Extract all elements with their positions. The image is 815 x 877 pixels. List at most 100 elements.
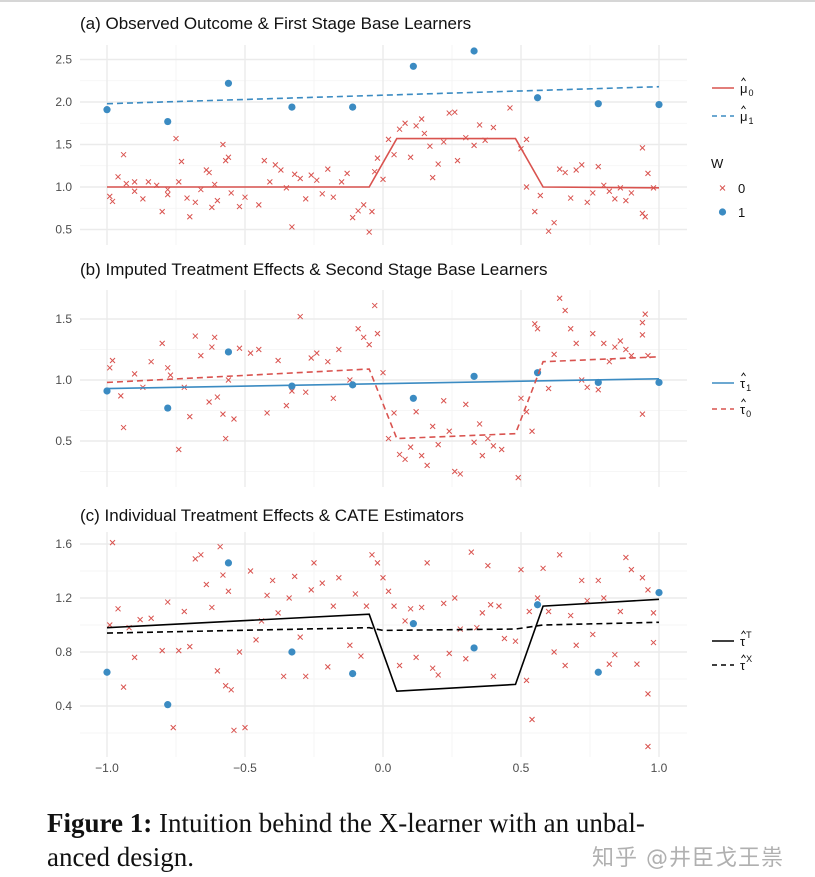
control-point-x-marker bbox=[220, 141, 226, 148]
x-marker-stroke bbox=[203, 581, 210, 588]
control-point-x-marker bbox=[490, 124, 497, 131]
control-point-x-marker bbox=[228, 686, 235, 693]
control-point-x-marker bbox=[595, 577, 602, 584]
control-point-x-marker bbox=[551, 219, 557, 226]
x-marker-stroke bbox=[173, 135, 179, 142]
control-point-x-marker bbox=[209, 344, 215, 350]
treated-point-dot bbox=[655, 378, 663, 387]
x-marker-stroke bbox=[148, 358, 155, 365]
x-marker-stroke bbox=[236, 345, 243, 352]
x-marker-stroke bbox=[562, 662, 569, 669]
control-point-x-marker bbox=[490, 443, 497, 449]
control-point-x-marker bbox=[211, 334, 218, 341]
control-point-x-marker bbox=[523, 136, 530, 143]
estimator-line-0 bbox=[106, 598, 660, 692]
x-marker-stroke bbox=[186, 413, 193, 420]
x-marker-stroke bbox=[617, 338, 624, 344]
control-point-x-marker bbox=[178, 158, 185, 165]
x-marker-stroke bbox=[628, 352, 635, 359]
x-marker-stroke bbox=[617, 608, 624, 615]
legend-dot-marker bbox=[718, 208, 727, 216]
treated-point-dot bbox=[224, 79, 233, 87]
x-marker-stroke bbox=[297, 313, 304, 320]
x-marker-stroke bbox=[319, 580, 326, 587]
x-marker-stroke bbox=[297, 175, 304, 182]
control-point-x-marker bbox=[308, 587, 315, 593]
legend-label: μ1 bbox=[740, 109, 754, 126]
control-point-x-marker bbox=[363, 603, 370, 609]
control-point-x-marker bbox=[485, 435, 491, 442]
legend-group-label: 0 bbox=[738, 181, 745, 196]
control-point-x-marker bbox=[131, 654, 138, 661]
x-marker-stroke bbox=[551, 351, 557, 358]
control-point-x-marker bbox=[429, 174, 436, 181]
legend-symbol: τ bbox=[740, 634, 746, 649]
x-marker-stroke bbox=[380, 176, 386, 183]
x-marker-stroke bbox=[424, 560, 431, 566]
control-point-x-marker bbox=[355, 207, 362, 214]
x-marker-stroke bbox=[435, 672, 442, 678]
control-point-x-marker bbox=[289, 388, 295, 394]
x-marker-stroke bbox=[515, 474, 522, 481]
control-point-x-marker bbox=[369, 208, 375, 215]
x-marker-stroke bbox=[567, 195, 574, 201]
x-marker-stroke bbox=[211, 334, 218, 341]
x-marker-stroke bbox=[457, 471, 464, 477]
control-point-x-marker bbox=[407, 444, 414, 450]
x-marker-stroke bbox=[206, 169, 212, 176]
treated-point-dot bbox=[164, 117, 172, 126]
control-point-x-marker bbox=[115, 605, 121, 612]
x-marker-stroke bbox=[197, 352, 204, 359]
x-marker-stroke bbox=[145, 179, 152, 185]
control-point-x-marker bbox=[562, 307, 569, 314]
x-marker-stroke bbox=[407, 444, 414, 450]
control-point-x-marker bbox=[462, 401, 469, 408]
control-point-x-marker bbox=[109, 357, 116, 364]
control-point-x-marker bbox=[280, 673, 287, 680]
x-marker-stroke bbox=[427, 143, 433, 150]
x-marker-stroke bbox=[639, 574, 646, 581]
control-point-x-marker bbox=[567, 612, 574, 619]
control-point-x-marker bbox=[217, 543, 224, 550]
control-point-x-marker bbox=[639, 145, 646, 151]
control-point-x-marker bbox=[490, 673, 497, 680]
control-point-x-marker bbox=[623, 554, 629, 561]
legend-symbol: τ bbox=[740, 402, 746, 417]
x-marker-stroke bbox=[369, 208, 375, 215]
control-point-x-marker bbox=[214, 394, 221, 400]
control-point-x-marker bbox=[374, 155, 381, 161]
control-point-x-marker bbox=[175, 647, 182, 654]
control-point-x-marker bbox=[584, 199, 591, 206]
control-point-x-marker bbox=[131, 179, 138, 185]
x-marker-stroke bbox=[220, 141, 226, 148]
control-point-x-marker bbox=[421, 130, 428, 137]
x-marker-stroke bbox=[545, 228, 552, 235]
x-marker-stroke bbox=[324, 166, 331, 173]
control-point-x-marker bbox=[225, 377, 232, 383]
panel-title: (c) Individual Treatment Effects & CATE … bbox=[80, 506, 464, 525]
control-point-x-marker bbox=[366, 341, 373, 348]
control-point-x-marker bbox=[501, 635, 508, 642]
x-marker-stroke bbox=[214, 394, 221, 400]
control-point-x-marker bbox=[413, 122, 419, 129]
treated-point-dot bbox=[349, 103, 357, 111]
control-point-x-marker bbox=[462, 655, 469, 662]
control-point-x-marker bbox=[650, 609, 657, 616]
control-point-x-marker bbox=[308, 172, 315, 178]
control-point-x-marker bbox=[396, 126, 403, 133]
control-point-x-marker bbox=[529, 428, 535, 435]
control-point-x-marker bbox=[446, 110, 453, 116]
control-point-x-marker bbox=[352, 591, 359, 597]
x-marker-stroke bbox=[650, 609, 657, 616]
x-marker-stroke bbox=[347, 642, 353, 649]
control-point-x-marker bbox=[272, 162, 279, 168]
y-tick-label: 0.8 bbox=[55, 645, 72, 659]
legend-label: τT bbox=[740, 630, 752, 649]
control-point-x-marker bbox=[515, 474, 522, 481]
control-point-x-marker bbox=[335, 346, 342, 353]
legend-superscript: X bbox=[746, 654, 752, 664]
x-marker-stroke bbox=[228, 190, 235, 196]
control-point-x-marker bbox=[131, 188, 138, 195]
control-point-x-marker bbox=[479, 609, 486, 616]
legend-subscript: 0 bbox=[749, 88, 754, 98]
